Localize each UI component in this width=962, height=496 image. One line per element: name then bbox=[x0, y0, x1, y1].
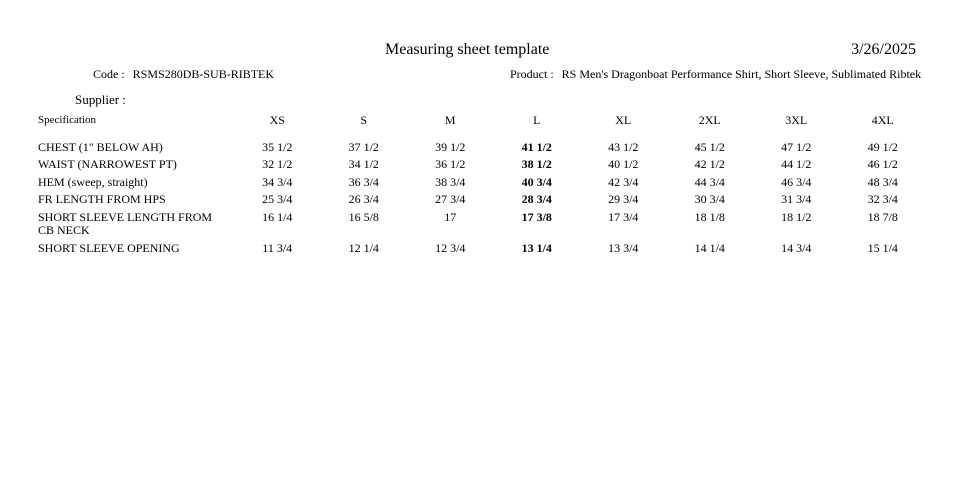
supplier-label: Supplier : bbox=[75, 92, 126, 107]
value-cell: 40 1/2 bbox=[608, 157, 639, 171]
column-header-specification: Specification bbox=[38, 114, 97, 126]
value-cell: 42 1/2 bbox=[694, 157, 725, 171]
spec-cell: FR LENGTH FROM HPS bbox=[38, 192, 166, 206]
value-cell: 36 1/2 bbox=[435, 157, 466, 171]
value-cell: 37 1/2 bbox=[348, 139, 379, 154]
value-cell: 16 1/4 bbox=[262, 209, 293, 224]
value-cell: 48 3/4 bbox=[867, 174, 898, 189]
product-label: Product : bbox=[510, 67, 554, 81]
table-row: HEM (sweep, straight) 34 3/4 36 3/4 38 3/4 4… bbox=[38, 174, 926, 190]
value-cell: 16 5/8 bbox=[348, 209, 379, 224]
value-cell: 18 1/8 bbox=[694, 209, 725, 224]
value-cell: 29 3/4 bbox=[608, 192, 639, 206]
value-cell: 14 1/4 bbox=[694, 240, 725, 255]
code-line: Code : RSMS280DB-SUB-RIBTEK bbox=[93, 67, 274, 81]
value-cell: 41 1/2 bbox=[521, 139, 552, 154]
table-row: FR LENGTH FROM HPS 25 3/4 26 3/4 27 3/4 28 3… bbox=[38, 192, 926, 207]
value-cell: 36 3/4 bbox=[348, 174, 379, 189]
value-cell: 15 1/4 bbox=[867, 240, 898, 255]
value-cell: 38 3/4 bbox=[435, 174, 466, 189]
size-table: Specification XS S M L XL 2XL 3XL 4XL CHEST (1" B… bbox=[38, 113, 926, 259]
code-value: RSMS280DB-SUB-RIBTEK bbox=[132, 67, 275, 81]
value-cell: 39 1/2 bbox=[435, 139, 466, 154]
value-cell: 38 1/2 bbox=[521, 157, 552, 171]
table-header-row: Specification XS S M L XL 2XL 3XL 4XL bbox=[38, 113, 926, 128]
value-cell: 45 1/2 bbox=[694, 139, 725, 154]
value-cell: 11 3/4 bbox=[262, 240, 293, 255]
value-cell: 46 1/2 bbox=[867, 157, 898, 171]
column-header-2xl: 2XL bbox=[698, 113, 721, 127]
column-header-3xl: 3XL bbox=[785, 113, 808, 127]
value-cell: 43 1/2 bbox=[608, 139, 639, 154]
value-cell: 17 bbox=[444, 209, 457, 224]
product-value: RS Men's Dragonboat Performance Shirt, S… bbox=[561, 67, 922, 81]
value-cell: 27 3/4 bbox=[435, 192, 466, 206]
column-header-m: M bbox=[444, 113, 456, 127]
sheet-date: 3/26/2025 bbox=[851, 41, 916, 58]
value-cell: 18 1/2 bbox=[781, 209, 812, 224]
value-cell: 28 3/4 bbox=[521, 192, 552, 206]
value-cell: 26 3/4 bbox=[348, 192, 379, 206]
value-cell: 44 3/4 bbox=[694, 174, 725, 189]
value-cell: 34 1/2 bbox=[348, 157, 379, 171]
value-cell: 34 3/4 bbox=[262, 174, 293, 189]
spec-cell: SHORT SLEEVE LENGTH FROM CB NECK bbox=[38, 209, 213, 237]
value-cell: 13 3/4 bbox=[608, 240, 639, 255]
column-header-4xl: 4XL bbox=[871, 113, 894, 127]
value-cell: 12 1/4 bbox=[348, 240, 379, 255]
value-cell: 47 1/2 bbox=[781, 139, 812, 154]
value-cell: 18 7/8 bbox=[867, 209, 898, 224]
value-cell: 44 1/2 bbox=[781, 157, 812, 171]
value-cell: 25 3/4 bbox=[262, 192, 293, 206]
value-cell: 42 3/4 bbox=[608, 174, 639, 189]
value-cell: 13 1/4 bbox=[521, 240, 552, 255]
value-cell: 31 3/4 bbox=[781, 192, 812, 206]
supplier-line: Supplier : bbox=[75, 92, 126, 108]
spec-cell: SHORT SLEEVE OPENING bbox=[38, 240, 180, 255]
spec-cell: WAIST (NARROWEST PT) bbox=[38, 157, 177, 171]
value-cell: 32 1/2 bbox=[262, 157, 293, 171]
product-line: Product : RS Men's Dragonboat Performance… bbox=[510, 67, 921, 81]
spec-cell: HEM (sweep, straight) bbox=[38, 174, 148, 189]
table-row: SHORT SLEEVE OPENING 11 3/4 12 1/4 12 3/4 13… bbox=[38, 240, 926, 256]
value-cell: 40 3/4 bbox=[521, 174, 552, 189]
table-row: WAIST (NARROWEST PT) 32 1/2 34 1/2 36 1/2 38… bbox=[38, 157, 926, 172]
value-cell: 46 3/4 bbox=[781, 174, 812, 189]
value-cell: 17 3/8 bbox=[521, 209, 552, 224]
table-row: CHEST (1" BELOW AH) 35 1/2 37 1/2 39 1/2 41 … bbox=[38, 139, 926, 155]
value-cell: 35 1/2 bbox=[262, 139, 293, 154]
code-label: Code : bbox=[93, 67, 125, 81]
table-row: SHORT SLEEVE LENGTH FROM CB NECK 16 1/4 16… bbox=[38, 209, 926, 238]
value-cell: 14 3/4 bbox=[781, 240, 812, 255]
value-cell: 32 3/4 bbox=[867, 192, 898, 206]
column-header-l: L bbox=[533, 113, 541, 127]
column-header-xs: XS bbox=[269, 113, 285, 127]
value-cell: 12 3/4 bbox=[435, 240, 466, 255]
value-cell: 49 1/2 bbox=[867, 139, 898, 154]
column-header-s: S bbox=[360, 113, 368, 127]
spec-cell: CHEST (1" BELOW AH) bbox=[38, 139, 163, 154]
value-cell: 30 3/4 bbox=[694, 192, 725, 206]
column-header-xl: XL bbox=[615, 113, 632, 127]
page-title: Measuring sheet template bbox=[385, 41, 550, 58]
value-cell: 17 3/4 bbox=[608, 209, 639, 224]
